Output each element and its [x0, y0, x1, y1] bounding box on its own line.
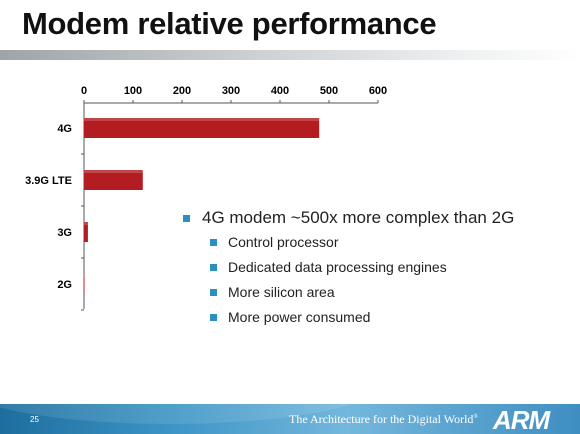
x-tick-label: 500 [320, 85, 338, 97]
bar-highlight [84, 222, 88, 225]
sub-bullet-text: Dedicated data processing engines [228, 259, 447, 275]
bar-chart: 0 100 200 300 400 500 600 4G 3.9G LTE 3G 2G [25, 85, 387, 311]
category-label: 3.9G LTE [25, 175, 72, 187]
registered-mark: ® [473, 414, 478, 420]
sub-bullet: More power consumed [183, 309, 514, 334]
sub-bullet-text: More power consumed [228, 309, 371, 325]
x-tick-label: 100 [124, 85, 142, 97]
footer-tagline: The Architecture for the Digital World® [289, 412, 478, 427]
bullet-list: 4G modem ~500x more complex than 2G Cont… [183, 208, 514, 334]
bullet-square-icon [210, 264, 217, 271]
bar [84, 170, 143, 190]
bullet-main: 4G modem ~500x more complex than 2G [183, 208, 514, 234]
x-tick-label: 200 [173, 85, 191, 97]
bullet-square-icon [210, 314, 217, 321]
footer-tagline-text: The Architecture for the Digital World [289, 412, 474, 426]
bullet-square-icon [210, 239, 217, 246]
title-divider [0, 50, 580, 60]
bar-highlight [84, 118, 320, 121]
sub-bullet-text: More silicon area [228, 284, 335, 300]
x-tick-label: 300 [222, 85, 240, 97]
bar [84, 222, 88, 242]
bar [84, 118, 320, 138]
x-tick-label: 400 [271, 85, 289, 97]
page-number: 25 [30, 415, 39, 424]
slide-title: Modem relative performance [22, 6, 437, 41]
footer-bar: 25 The Architecture for the Digital Worl… [0, 404, 580, 434]
category-label: 2G [57, 279, 72, 291]
x-tick-label: 0 [81, 85, 87, 97]
x-tick-label: 600 [369, 85, 387, 97]
bullet-main-text: 4G modem ~500x more complex than 2G [202, 208, 515, 227]
category-label: 4G [57, 123, 72, 135]
sub-bullet: More silicon area [183, 284, 514, 309]
bullet-square-icon [183, 215, 190, 222]
arm-logo: ARM [493, 405, 550, 434]
sub-bullet-text: Control processor [228, 234, 339, 250]
sub-bullet: Dedicated data processing engines [183, 259, 514, 284]
sub-bullet: Control processor [183, 234, 514, 259]
bar-highlight [84, 170, 143, 173]
category-label: 3G [57, 227, 72, 239]
bullet-square-icon [210, 289, 217, 296]
